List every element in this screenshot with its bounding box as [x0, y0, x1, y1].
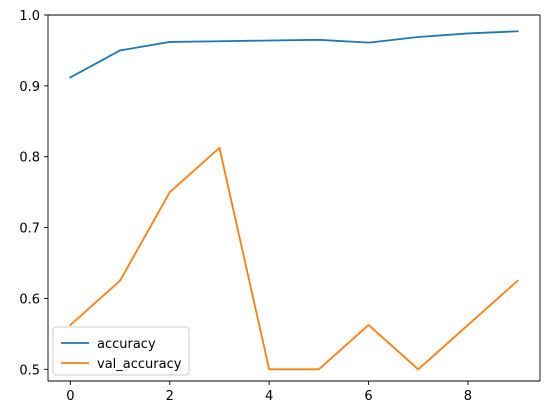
y-tick-label: 0.5 [19, 363, 40, 378]
x-tick-label: 4 [265, 389, 273, 404]
y-tick-label: 0.6 [19, 292, 40, 307]
legend-label-1: val_accuracy [97, 357, 182, 372]
series-layer [69, 30, 519, 371]
x-tick-label: 6 [364, 389, 372, 404]
series-line-0 [69, 30, 519, 79]
axes-layer [47, 14, 541, 382]
x-tick-label: 8 [464, 389, 472, 404]
x-tick-label: 2 [166, 389, 174, 404]
legend-label-0: accuracy [97, 337, 156, 352]
y-tick-label: 0.8 [19, 151, 40, 166]
ticks-layer: 0 2 4 6 8 0.5 0.6 0.7 0.8 0.9 1.0 [19, 9, 472, 404]
y-tick-label: 1.0 [19, 9, 40, 24]
y-tick-label: 0.9 [19, 80, 40, 95]
legend: accuracy val_accuracy [52, 326, 190, 376]
series-line-1 [69, 146, 519, 371]
y-tick-label: 0.7 [19, 222, 40, 237]
plot-area [48, 15, 540, 381]
x-tick-label: 0 [66, 389, 74, 404]
